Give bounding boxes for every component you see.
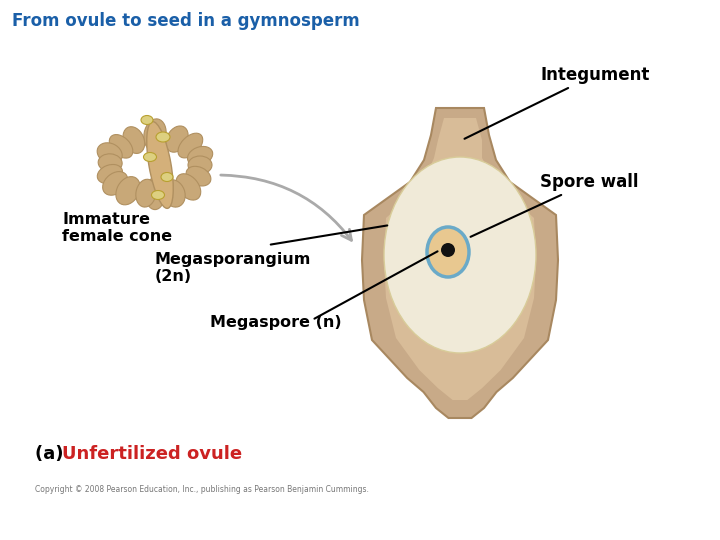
FancyArrowPatch shape xyxy=(221,175,351,240)
Ellipse shape xyxy=(163,180,185,207)
Ellipse shape xyxy=(178,133,203,158)
Polygon shape xyxy=(384,118,536,400)
Ellipse shape xyxy=(186,166,211,186)
Ellipse shape xyxy=(151,191,164,199)
Ellipse shape xyxy=(98,154,122,172)
Text: Megasporangium
(2n): Megasporangium (2n) xyxy=(155,252,311,285)
Text: Integument: Integument xyxy=(464,66,649,139)
Polygon shape xyxy=(362,108,558,418)
Ellipse shape xyxy=(161,172,173,181)
Text: Copyright © 2008 Pearson Education, Inc., publishing as Pearson Benjamin Cumming: Copyright © 2008 Pearson Education, Inc.… xyxy=(35,485,369,494)
Ellipse shape xyxy=(109,134,132,158)
Ellipse shape xyxy=(187,146,212,166)
Ellipse shape xyxy=(103,172,127,195)
Ellipse shape xyxy=(176,174,201,200)
Circle shape xyxy=(441,243,455,257)
Ellipse shape xyxy=(136,179,156,207)
Ellipse shape xyxy=(123,127,145,153)
Ellipse shape xyxy=(156,132,170,142)
Ellipse shape xyxy=(166,126,188,152)
Text: Unfertilized ovule: Unfertilized ovule xyxy=(62,445,242,463)
Ellipse shape xyxy=(141,116,153,125)
Text: Immature
female cone: Immature female cone xyxy=(62,212,172,245)
Ellipse shape xyxy=(384,157,536,353)
Ellipse shape xyxy=(116,177,140,205)
Ellipse shape xyxy=(147,122,174,208)
Text: Spore wall: Spore wall xyxy=(471,173,639,237)
Text: (a): (a) xyxy=(35,445,70,463)
Ellipse shape xyxy=(143,152,156,161)
Ellipse shape xyxy=(427,227,469,277)
Ellipse shape xyxy=(144,119,166,151)
Ellipse shape xyxy=(188,156,212,174)
Text: Megaspore (n): Megaspore (n) xyxy=(210,314,341,329)
Ellipse shape xyxy=(97,165,122,184)
Ellipse shape xyxy=(97,143,122,164)
Ellipse shape xyxy=(145,178,165,210)
Text: From ovule to seed in a gymnosperm: From ovule to seed in a gymnosperm xyxy=(12,12,360,30)
